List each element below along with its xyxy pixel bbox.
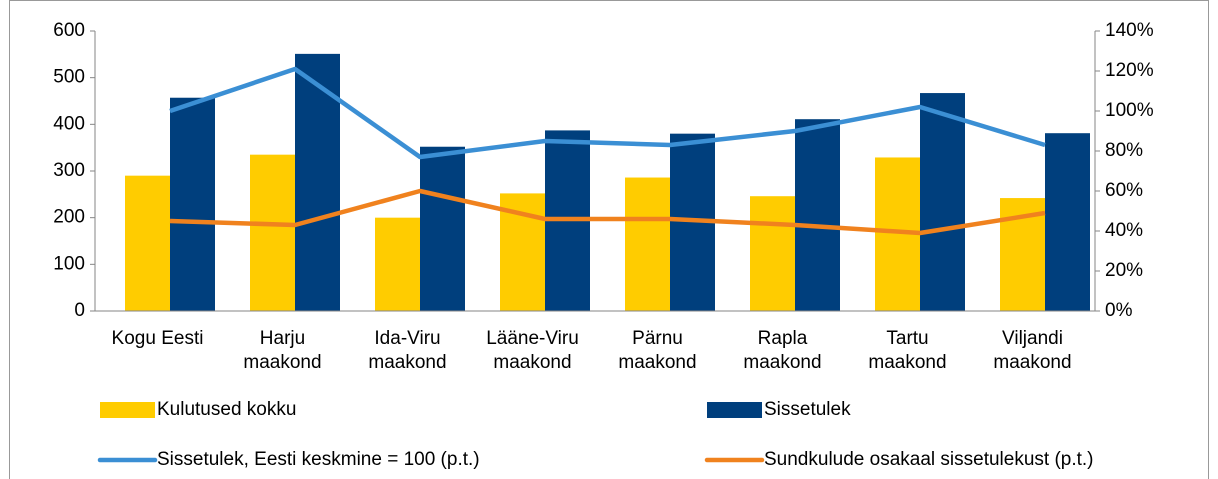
- chart-frame: [9, 0, 1209, 479]
- y2-tick-label: 40%: [1105, 220, 1143, 241]
- bar: [125, 175, 170, 311]
- y-tick-label: 400: [53, 113, 85, 134]
- x-tick-label: Tartu maakond: [868, 328, 947, 373]
- line-series: [169, 188, 1046, 236]
- bar: [250, 154, 295, 311]
- x-tick-label: Ida-Viru maakond: [368, 328, 447, 373]
- y2-tick-label: 80%: [1105, 140, 1143, 161]
- bar: [920, 93, 965, 311]
- x-tick-label: Lääne-Viru maakond: [486, 328, 579, 373]
- bar: [420, 146, 465, 311]
- legend-label: Sundkulude osakaal sissetulekust (p.t.): [764, 449, 1094, 470]
- bar: [750, 196, 795, 311]
- bar: [1045, 133, 1090, 311]
- legend-label: Kulutused kokku: [157, 399, 296, 420]
- x-tick-label: Pärnu maakond: [618, 328, 697, 373]
- y2-tick-label: 0%: [1105, 300, 1133, 321]
- x-tick-label: Rapla maakond: [743, 328, 822, 373]
- x-tick-label: Kogu Eesti: [111, 328, 204, 349]
- legend-swatch: [100, 402, 155, 418]
- y-tick-label: 500: [53, 67, 85, 88]
- bar: [795, 119, 840, 311]
- y-tick-label: 0: [74, 300, 85, 321]
- bar: [375, 217, 420, 311]
- y2-tick-label: 20%: [1105, 260, 1143, 281]
- y-tick-label: 200: [53, 207, 85, 228]
- y-tick-label: 300: [53, 160, 85, 181]
- legend-label: Sissetulek, Eesti keskmine = 100 (p.t.): [157, 449, 480, 470]
- line-series: [169, 66, 1046, 160]
- y2-tick-label: 120%: [1105, 60, 1154, 81]
- legend-swatch: [707, 402, 762, 418]
- x-tick-label: Harju maakond: [243, 328, 322, 373]
- y-tick-label: 100: [53, 253, 85, 274]
- bar: [625, 177, 670, 311]
- legend-label: Sissetulek: [764, 399, 851, 420]
- bar: [170, 97, 215, 311]
- y2-tick-label: 100%: [1105, 100, 1154, 121]
- bar: [295, 53, 340, 311]
- y2-tick-label: 60%: [1105, 180, 1143, 201]
- y2-tick-label: 140%: [1105, 20, 1154, 41]
- y-tick-label: 600: [53, 20, 85, 41]
- x-tick-label: Viljandi maakond: [993, 328, 1072, 373]
